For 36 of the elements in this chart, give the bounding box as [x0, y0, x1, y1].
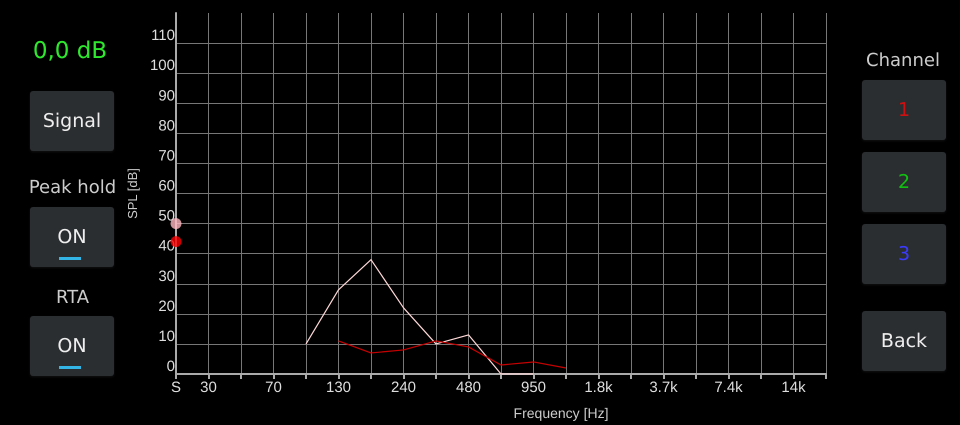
y-tick-label: 50	[158, 208, 175, 225]
y-tick-label: 30	[158, 268, 175, 285]
y-tick-label: 80	[158, 117, 175, 134]
x-tick-label: 3.7k	[649, 379, 678, 396]
x-tick-label: 480	[456, 379, 482, 396]
text: ON	[57, 335, 87, 357]
x-tick-label: 70	[265, 379, 282, 396]
x-axis-title: Frequency [Hz]	[514, 405, 608, 421]
x-tick-label: 30	[200, 379, 217, 396]
text: Signal	[42, 110, 102, 132]
y-axis-title: SPL [dB]	[125, 168, 140, 219]
x-tick-label: 14k	[781, 379, 806, 396]
x-tick-label: 1.8k	[584, 379, 614, 396]
y-tick-label: 110	[151, 27, 175, 44]
x-tick-label: 130	[326, 379, 352, 396]
y-tick-label: 0	[166, 358, 175, 375]
y-tick-label: 70	[158, 147, 175, 164]
x-tick-label: 950	[520, 379, 546, 396]
x-tick-label: 240	[390, 379, 416, 396]
y-tick-label: 90	[158, 87, 175, 104]
text: Peak hold	[28, 177, 116, 198]
x-tick-label: S	[170, 379, 182, 396]
y-tick-label: 10	[158, 328, 175, 345]
text: 0,0 dB	[32, 38, 108, 64]
text: Back	[880, 330, 928, 352]
text: 3	[898, 243, 910, 265]
y-tick-label: 40	[158, 238, 175, 255]
y-tick-label: 60	[158, 178, 175, 194]
text: RTA	[56, 287, 90, 308]
text: 2	[898, 171, 910, 193]
x-tick-label: 7.4k	[714, 379, 744, 396]
y-tick-label: 20	[158, 298, 175, 315]
text: Channel	[866, 50, 940, 71]
text: ON	[57, 226, 87, 248]
text: 1	[898, 99, 910, 121]
y-tick-label: 100	[150, 57, 175, 74]
